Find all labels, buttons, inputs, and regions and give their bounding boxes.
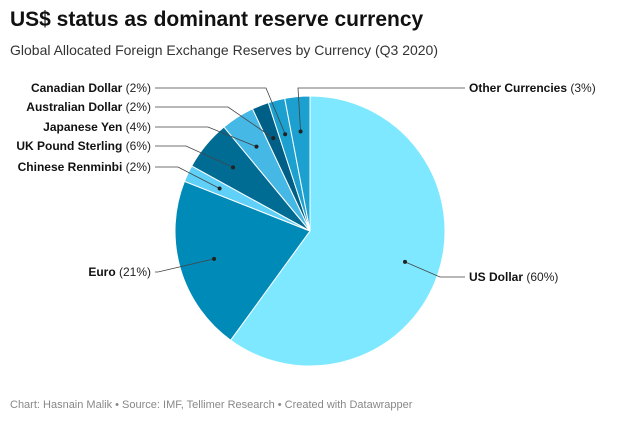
slice-label-name: Australian Dollar (26, 100, 123, 114)
slice-label: Chinese Renminbi (2%) (18, 160, 151, 174)
leader-dot (271, 136, 276, 141)
slice-label-value: (2%) (122, 81, 151, 95)
slice-label: Canadian Dollar (2%) (31, 81, 151, 95)
slice-label: Other Currencies (3%) (469, 81, 596, 95)
slice-label-name: Euro (88, 265, 116, 279)
leader-dot (217, 186, 222, 191)
slice-label-value: (21%) (115, 265, 151, 279)
slice-label-value: (60%) (523, 270, 559, 284)
slice-label-name: Chinese Renminbi (17, 160, 123, 174)
leader-line (404, 261, 465, 278)
leader-dot (231, 165, 236, 170)
pie-slice-other-currencies (284, 95, 311, 232)
leader-line (155, 106, 274, 139)
slice-label-name: UK Pound Sterling (16, 139, 123, 153)
slice-label: Euro (21%) (88, 265, 151, 279)
slice-label-name: Canadian Dollar (30, 81, 123, 95)
leader-line (155, 126, 257, 148)
leader-line (155, 87, 286, 135)
slice-label: UK Pound Sterling (6%) (16, 139, 151, 153)
slice-label-value: (2%) (122, 100, 151, 114)
leader-line (155, 166, 220, 189)
chart-title: US$ status as dominant reserve currency (10, 8, 424, 31)
slice-label-value: (4%) (122, 120, 151, 134)
leader-dot (254, 144, 259, 149)
chart-footer: Chart: Hasnain Malik • Source: IMF, Tell… (10, 399, 413, 411)
slice-label-value: (3%) (567, 81, 596, 95)
leader-dot (212, 256, 217, 261)
slice-label: Japanese Yen (4%) (43, 120, 151, 134)
slice-label-name: US Dollar (469, 270, 524, 284)
leader-dot (283, 132, 288, 137)
pie-slice-us-dollar (229, 95, 446, 367)
pie-slice-euro (174, 180, 311, 341)
chart-subtitle: Global Allocated Foreign Exchange Reserv… (10, 42, 438, 58)
slice-label-name: Japanese Yen (43, 120, 123, 134)
slice-label-value: (2%) (122, 160, 151, 174)
leader-line (155, 258, 215, 273)
leader-dot (298, 129, 303, 134)
slice-label: Australian Dollar (2%) (26, 100, 151, 114)
leader-dot (403, 259, 408, 264)
leader-line (155, 145, 234, 168)
leader-line (297, 87, 465, 132)
slice-label: US Dollar (60%) (469, 270, 558, 284)
slice-label-value: (6%) (122, 139, 151, 153)
slice-label-name: Other Currencies (469, 81, 568, 95)
